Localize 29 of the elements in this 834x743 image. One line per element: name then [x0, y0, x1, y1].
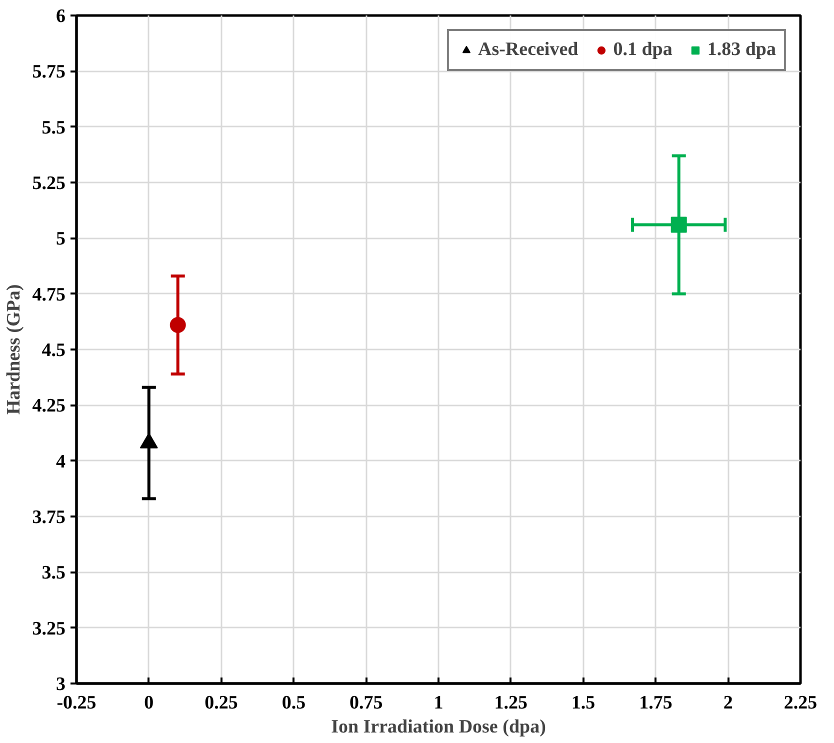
x-tick-label: -0.25: [56, 692, 96, 714]
y-tick-label: 3.5: [42, 562, 66, 584]
y-tick-label: 5.25: [32, 173, 66, 194]
x-tick-label: 1: [434, 692, 444, 714]
y-tick-label: 4.25: [32, 396, 66, 417]
y-tick-label: 6: [56, 6, 66, 27]
y-tick-label: 3: [56, 674, 66, 695]
y-axis-title: Hardness (GPa): [3, 284, 24, 415]
x-tick-label: 0.25: [204, 692, 238, 714]
legend-label: 1.83 dpa: [707, 39, 776, 61]
x-tick-label: 1.75: [639, 692, 672, 714]
x-tick-label: 0.75: [349, 692, 383, 714]
x-tick-label: 1.5: [571, 692, 596, 714]
x-axis-title: Ion Irradiation Dose (dpa): [331, 716, 546, 738]
y-tick-label: 5: [56, 228, 66, 250]
y-tick-label: 5.5: [42, 117, 66, 138]
x-tick-label: 2: [723, 692, 733, 714]
y-tick-label: 4.5: [42, 340, 66, 361]
y-tick-label: 4: [56, 451, 66, 472]
legend-label: As-Received: [478, 39, 578, 61]
x-tick-label: 0: [144, 692, 154, 714]
y-tick-label: 4.75: [32, 284, 66, 306]
y-tick-label: 5.75: [32, 62, 66, 83]
x-tick-label: 2.25: [784, 692, 818, 714]
y-tick-label: 3.75: [32, 507, 66, 528]
x-tick-label: 0.5: [282, 692, 306, 714]
x-tick-label: 1.25: [494, 692, 528, 714]
legend-label: 0.1 dpa: [613, 39, 672, 61]
y-tick-label: 3.25: [32, 618, 66, 640]
